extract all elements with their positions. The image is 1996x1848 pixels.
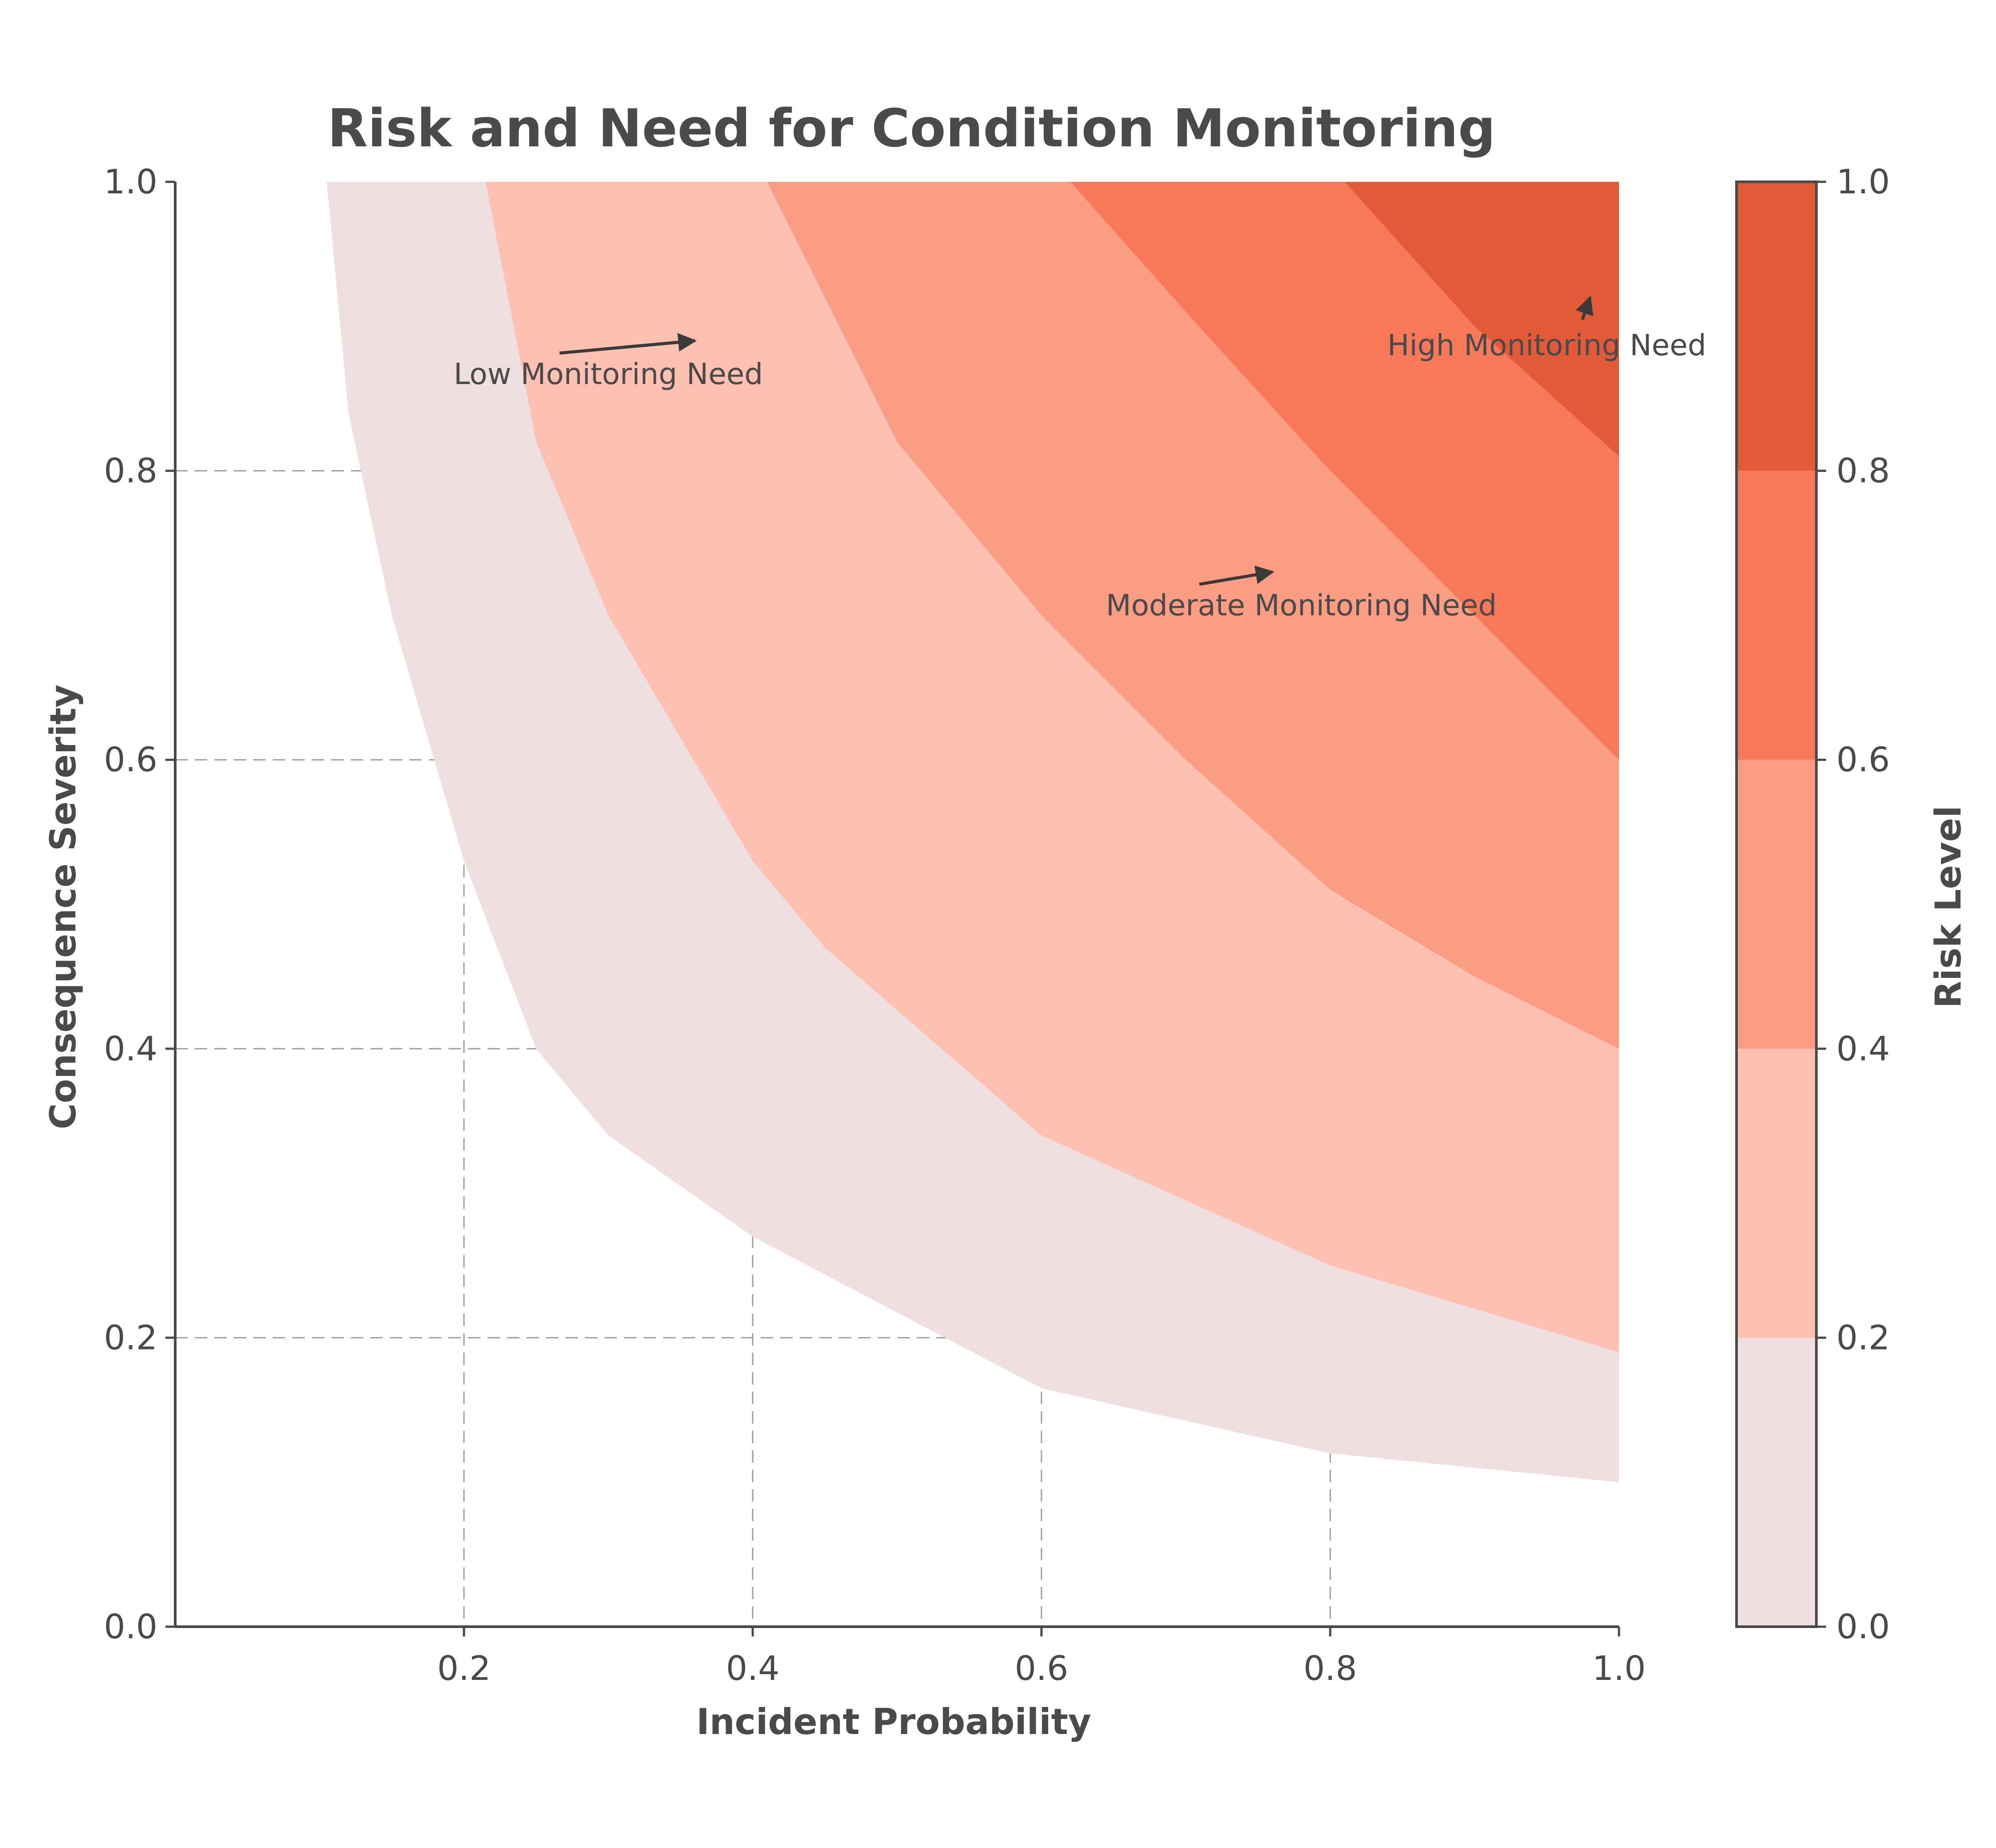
y-axis-label: Consequence Severity	[43, 684, 84, 1129]
colorbar-tick-label: 0.8	[1836, 451, 1890, 490]
y-tick-label: 0.0	[104, 1607, 157, 1646]
x-tick-label: 0.8	[1304, 1648, 1357, 1688]
y-axis-ticks: 0.0 0.2 0.4 0.6 0.8 1.0	[104, 162, 175, 1646]
annotation-label: Low Monitoring Need	[454, 357, 763, 391]
colorbar-tick-label: 0.2	[1836, 1318, 1890, 1357]
x-tick-label: 0.2	[437, 1648, 491, 1688]
annotation-arrow	[1199, 565, 1274, 586]
colorbar-label: Risk Level	[1928, 806, 1969, 1008]
colorbar-tick-label: 1.0	[1836, 162, 1890, 201]
x-axis-ticks: 0.2 0.4 0.6 0.8 1.0	[437, 1627, 1646, 1688]
colorbar-tick-label: 0.4	[1836, 1029, 1890, 1068]
x-axis-label: Incident Probability	[696, 1701, 1091, 1742]
annotation-arrow	[559, 333, 697, 355]
x-tick-label: 0.6	[1015, 1648, 1069, 1688]
colorbar-segment	[1737, 182, 1816, 471]
colorbar-tick-label: 0.6	[1836, 740, 1890, 779]
x-tick-label: 0.4	[726, 1648, 780, 1688]
colorbar-segment	[1737, 760, 1816, 1049]
contour-band-0.8	[1344, 182, 1619, 456]
y-tick-label: 0.2	[104, 1318, 157, 1357]
y-tick-label: 0.4	[104, 1029, 157, 1068]
x-tick-label: 1.0	[1592, 1648, 1646, 1688]
colorbar-segment	[1737, 471, 1816, 760]
colorbar-segment	[1737, 1048, 1816, 1338]
y-tick-label: 0.6	[104, 740, 157, 779]
colorbar: 0.0 0.2 0.4 0.6 0.8 1.0	[1735, 162, 1890, 1646]
y-tick-label: 1.0	[104, 162, 157, 201]
annotations: Low Monitoring Need Moderate Monitoring N…	[454, 295, 1706, 622]
plot-axes	[174, 182, 1619, 1628]
chart-title: Risk and Need for Condition Monitoring	[327, 98, 1495, 159]
contour-bands	[326, 182, 1619, 1483]
colorbar-tick-label: 0.0	[1836, 1607, 1890, 1646]
y-tick-label: 0.8	[104, 451, 157, 490]
annotation-arrow	[1576, 295, 1594, 321]
annotation-label: Moderate Monitoring Need	[1106, 588, 1497, 622]
annotation-label: High Monitoring Need	[1387, 328, 1706, 362]
colorbar-frame	[1735, 180, 1818, 1628]
colorbar-segment	[1737, 1338, 1816, 1627]
